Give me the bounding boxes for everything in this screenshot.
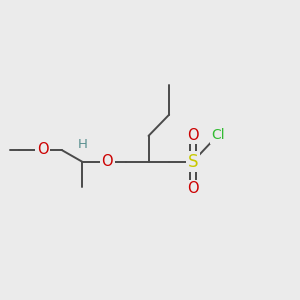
Text: S: S <box>188 153 198 171</box>
Text: H: H <box>77 138 87 151</box>
Text: O: O <box>187 182 199 196</box>
Text: O: O <box>187 128 199 143</box>
Text: O: O <box>37 142 48 158</box>
Text: O: O <box>101 154 113 169</box>
Text: Cl: Cl <box>211 128 224 142</box>
